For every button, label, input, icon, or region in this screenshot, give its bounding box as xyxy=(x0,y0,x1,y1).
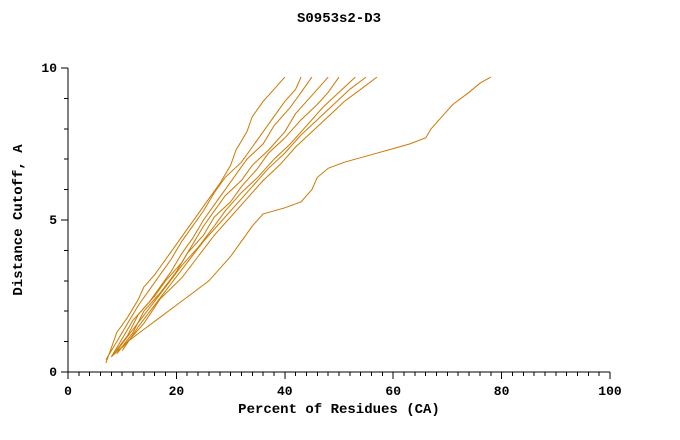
chart-title: S0953s2-D3 xyxy=(297,11,381,27)
y-axis-label: Distance Cutoff, A xyxy=(11,144,27,296)
gdt-curve xyxy=(116,76,340,355)
gdt-curve xyxy=(111,76,329,358)
gdt-curve xyxy=(105,76,286,364)
x-tick-label: 0 xyxy=(64,384,72,399)
gdt-curve xyxy=(121,76,367,351)
gdt-curve xyxy=(111,76,492,358)
x-tick-label: 100 xyxy=(598,384,622,399)
x-tick-label: 60 xyxy=(385,384,401,399)
x-tick-label: 80 xyxy=(494,384,510,399)
x-tick-label: 40 xyxy=(277,384,293,399)
x-tick-label: 20 xyxy=(169,384,185,399)
gdt-curve xyxy=(105,76,302,361)
x-axis-label: Percent of Residues (CA) xyxy=(238,402,440,418)
y-tick-label: 5 xyxy=(49,213,57,228)
y-tick-label: 0 xyxy=(49,365,57,380)
gdt-curve xyxy=(116,76,356,352)
axes: 0 20 40 60 80 100 0 5 10 xyxy=(41,61,622,399)
series-lines xyxy=(105,76,492,364)
y-tick-label: 10 xyxy=(41,61,57,76)
gdt-curve xyxy=(121,76,378,349)
